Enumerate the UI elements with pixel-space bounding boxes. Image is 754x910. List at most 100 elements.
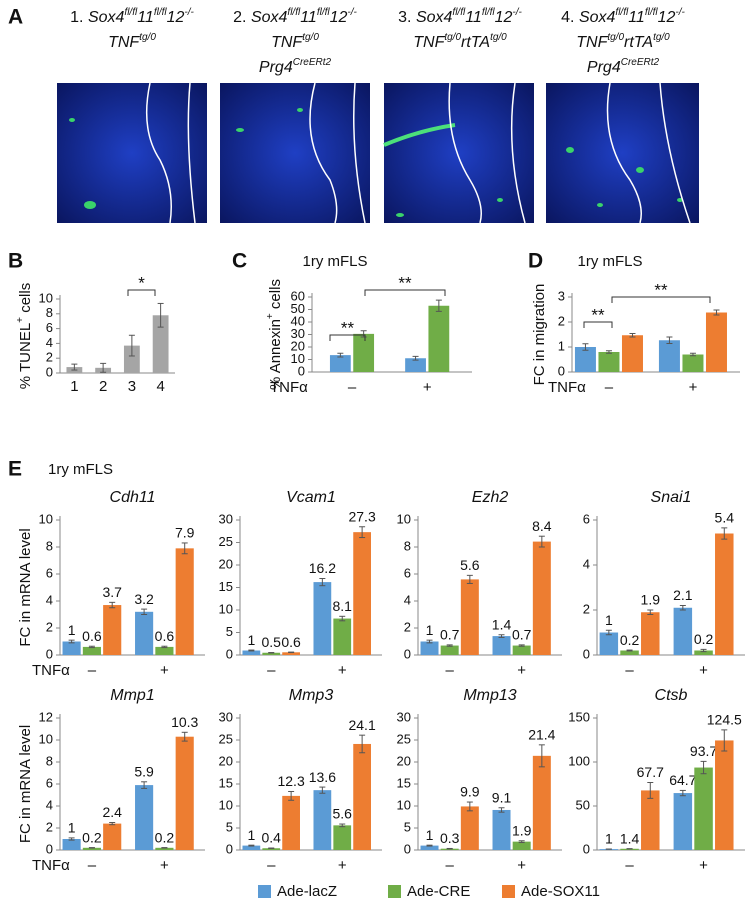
data-label: 1.4 xyxy=(620,830,640,846)
y-tick-label: 0 xyxy=(404,841,411,856)
data-label: 3.2 xyxy=(134,591,154,607)
y-tick-label: 20 xyxy=(219,753,233,768)
y-axis-label: FC in mRNA level xyxy=(17,528,34,646)
data-label: 27.3 xyxy=(348,508,375,524)
genotype: fl/fl xyxy=(317,7,331,18)
bar xyxy=(532,541,551,655)
x-tick-label: – xyxy=(446,857,455,874)
x-tick-label: 1 xyxy=(70,378,78,395)
x-axis-label: TNFα xyxy=(32,857,70,874)
y-tick-label: 3 xyxy=(558,288,565,303)
y-tick-label: 8 xyxy=(404,538,411,553)
error-bar xyxy=(359,734,366,754)
genotype: fl/fl xyxy=(124,7,138,18)
chart-title: Mmp3 xyxy=(289,687,334,704)
error-bar xyxy=(88,645,95,649)
error-bar xyxy=(679,605,686,611)
error-bar xyxy=(157,302,164,328)
y-tick-label: 25 xyxy=(397,731,411,746)
error-bar xyxy=(68,639,75,644)
y-tick-label: 20 xyxy=(291,338,305,353)
y-tick-label: 10 xyxy=(39,290,53,305)
bar xyxy=(82,847,101,850)
y-tick-label: 10 xyxy=(39,731,53,746)
bar xyxy=(641,790,660,850)
bar xyxy=(333,825,352,850)
y-tick-label: 30 xyxy=(397,709,411,724)
bar xyxy=(123,345,140,373)
bar xyxy=(313,582,332,655)
y-tick-label: 30 xyxy=(219,511,233,526)
gene-name: 11 xyxy=(628,9,645,26)
y-axis-label: % TUNEL+ cells xyxy=(15,283,34,389)
y-tick-label: 6 xyxy=(46,775,53,790)
chart-title: 1ry mFLS xyxy=(302,253,367,270)
error-bar xyxy=(426,639,433,644)
error-bar xyxy=(582,343,589,351)
micrograph xyxy=(546,82,699,224)
significance-mark: * xyxy=(138,273,145,292)
bar xyxy=(329,355,351,372)
chart-title: 1ry mFLS xyxy=(577,253,642,270)
y-tick-label: 30 xyxy=(219,709,233,724)
y-tick-label: 0 xyxy=(298,363,305,378)
panel-label: D xyxy=(528,250,543,273)
gene-name: 12 xyxy=(167,9,185,26)
bar xyxy=(620,848,639,850)
error-bar xyxy=(181,542,188,555)
y-tick-label: 2 xyxy=(46,619,53,634)
error-bar xyxy=(141,781,148,789)
error-bar xyxy=(466,574,473,584)
genotype: tg/0 xyxy=(444,32,461,43)
x-axis-label: TNFα xyxy=(270,379,308,396)
error-bar xyxy=(248,649,255,652)
data-label: 124.5 xyxy=(707,712,742,728)
panel-label: B xyxy=(8,250,23,273)
error-bar xyxy=(446,644,453,647)
error-bar xyxy=(181,731,188,742)
legend-label: Ade-lacZ xyxy=(277,883,337,900)
data-label: 0.6 xyxy=(281,634,301,650)
x-tick-label: + xyxy=(517,662,526,679)
data-label: 0.7 xyxy=(440,627,460,643)
y-tick-label: 4 xyxy=(404,592,411,607)
error-bar xyxy=(248,844,255,847)
significance-mark: ** xyxy=(398,273,412,292)
error-bar xyxy=(319,578,326,587)
gene-name: Prg4 xyxy=(587,59,621,76)
y-tick-label: 40 xyxy=(291,313,305,328)
error-bar xyxy=(109,822,116,826)
y-label-part: % TUNEL xyxy=(17,323,34,389)
x-tick-label: + xyxy=(517,857,526,874)
y-tick-label: 8 xyxy=(46,753,53,768)
y-tick-label: 6 xyxy=(46,320,53,335)
x-tick-label: + xyxy=(699,662,708,679)
data-label: 13.6 xyxy=(309,769,336,785)
data-label: 1 xyxy=(426,827,434,843)
error-bar xyxy=(109,601,116,609)
bar xyxy=(705,312,727,372)
error-bar xyxy=(605,629,612,636)
y-axis-label: % Annexin+ cells xyxy=(265,279,284,390)
error-bar xyxy=(689,352,696,357)
bar xyxy=(82,646,101,655)
error-bar xyxy=(605,350,612,354)
data-label: 5.6 xyxy=(333,806,353,822)
y-tick-label: 50 xyxy=(291,301,305,316)
data-label: 1 xyxy=(68,622,76,638)
data-label: 8.1 xyxy=(333,598,353,614)
data-label: 9.1 xyxy=(492,789,512,805)
panel-subtitle: 1ry mFLS xyxy=(48,461,113,478)
bar xyxy=(353,532,371,655)
bar xyxy=(420,641,439,655)
data-label: 1 xyxy=(247,827,255,843)
y-tick-label: 2 xyxy=(404,619,411,634)
error-bar xyxy=(337,352,344,358)
panel-label: E xyxy=(8,458,22,481)
bar xyxy=(460,806,479,850)
data-label: 16.2 xyxy=(309,560,336,576)
y-tick-label: 20 xyxy=(397,753,411,768)
bar xyxy=(621,335,643,372)
condition-title: TNFtg/0 xyxy=(271,32,319,51)
genotype: -/- xyxy=(347,7,357,18)
